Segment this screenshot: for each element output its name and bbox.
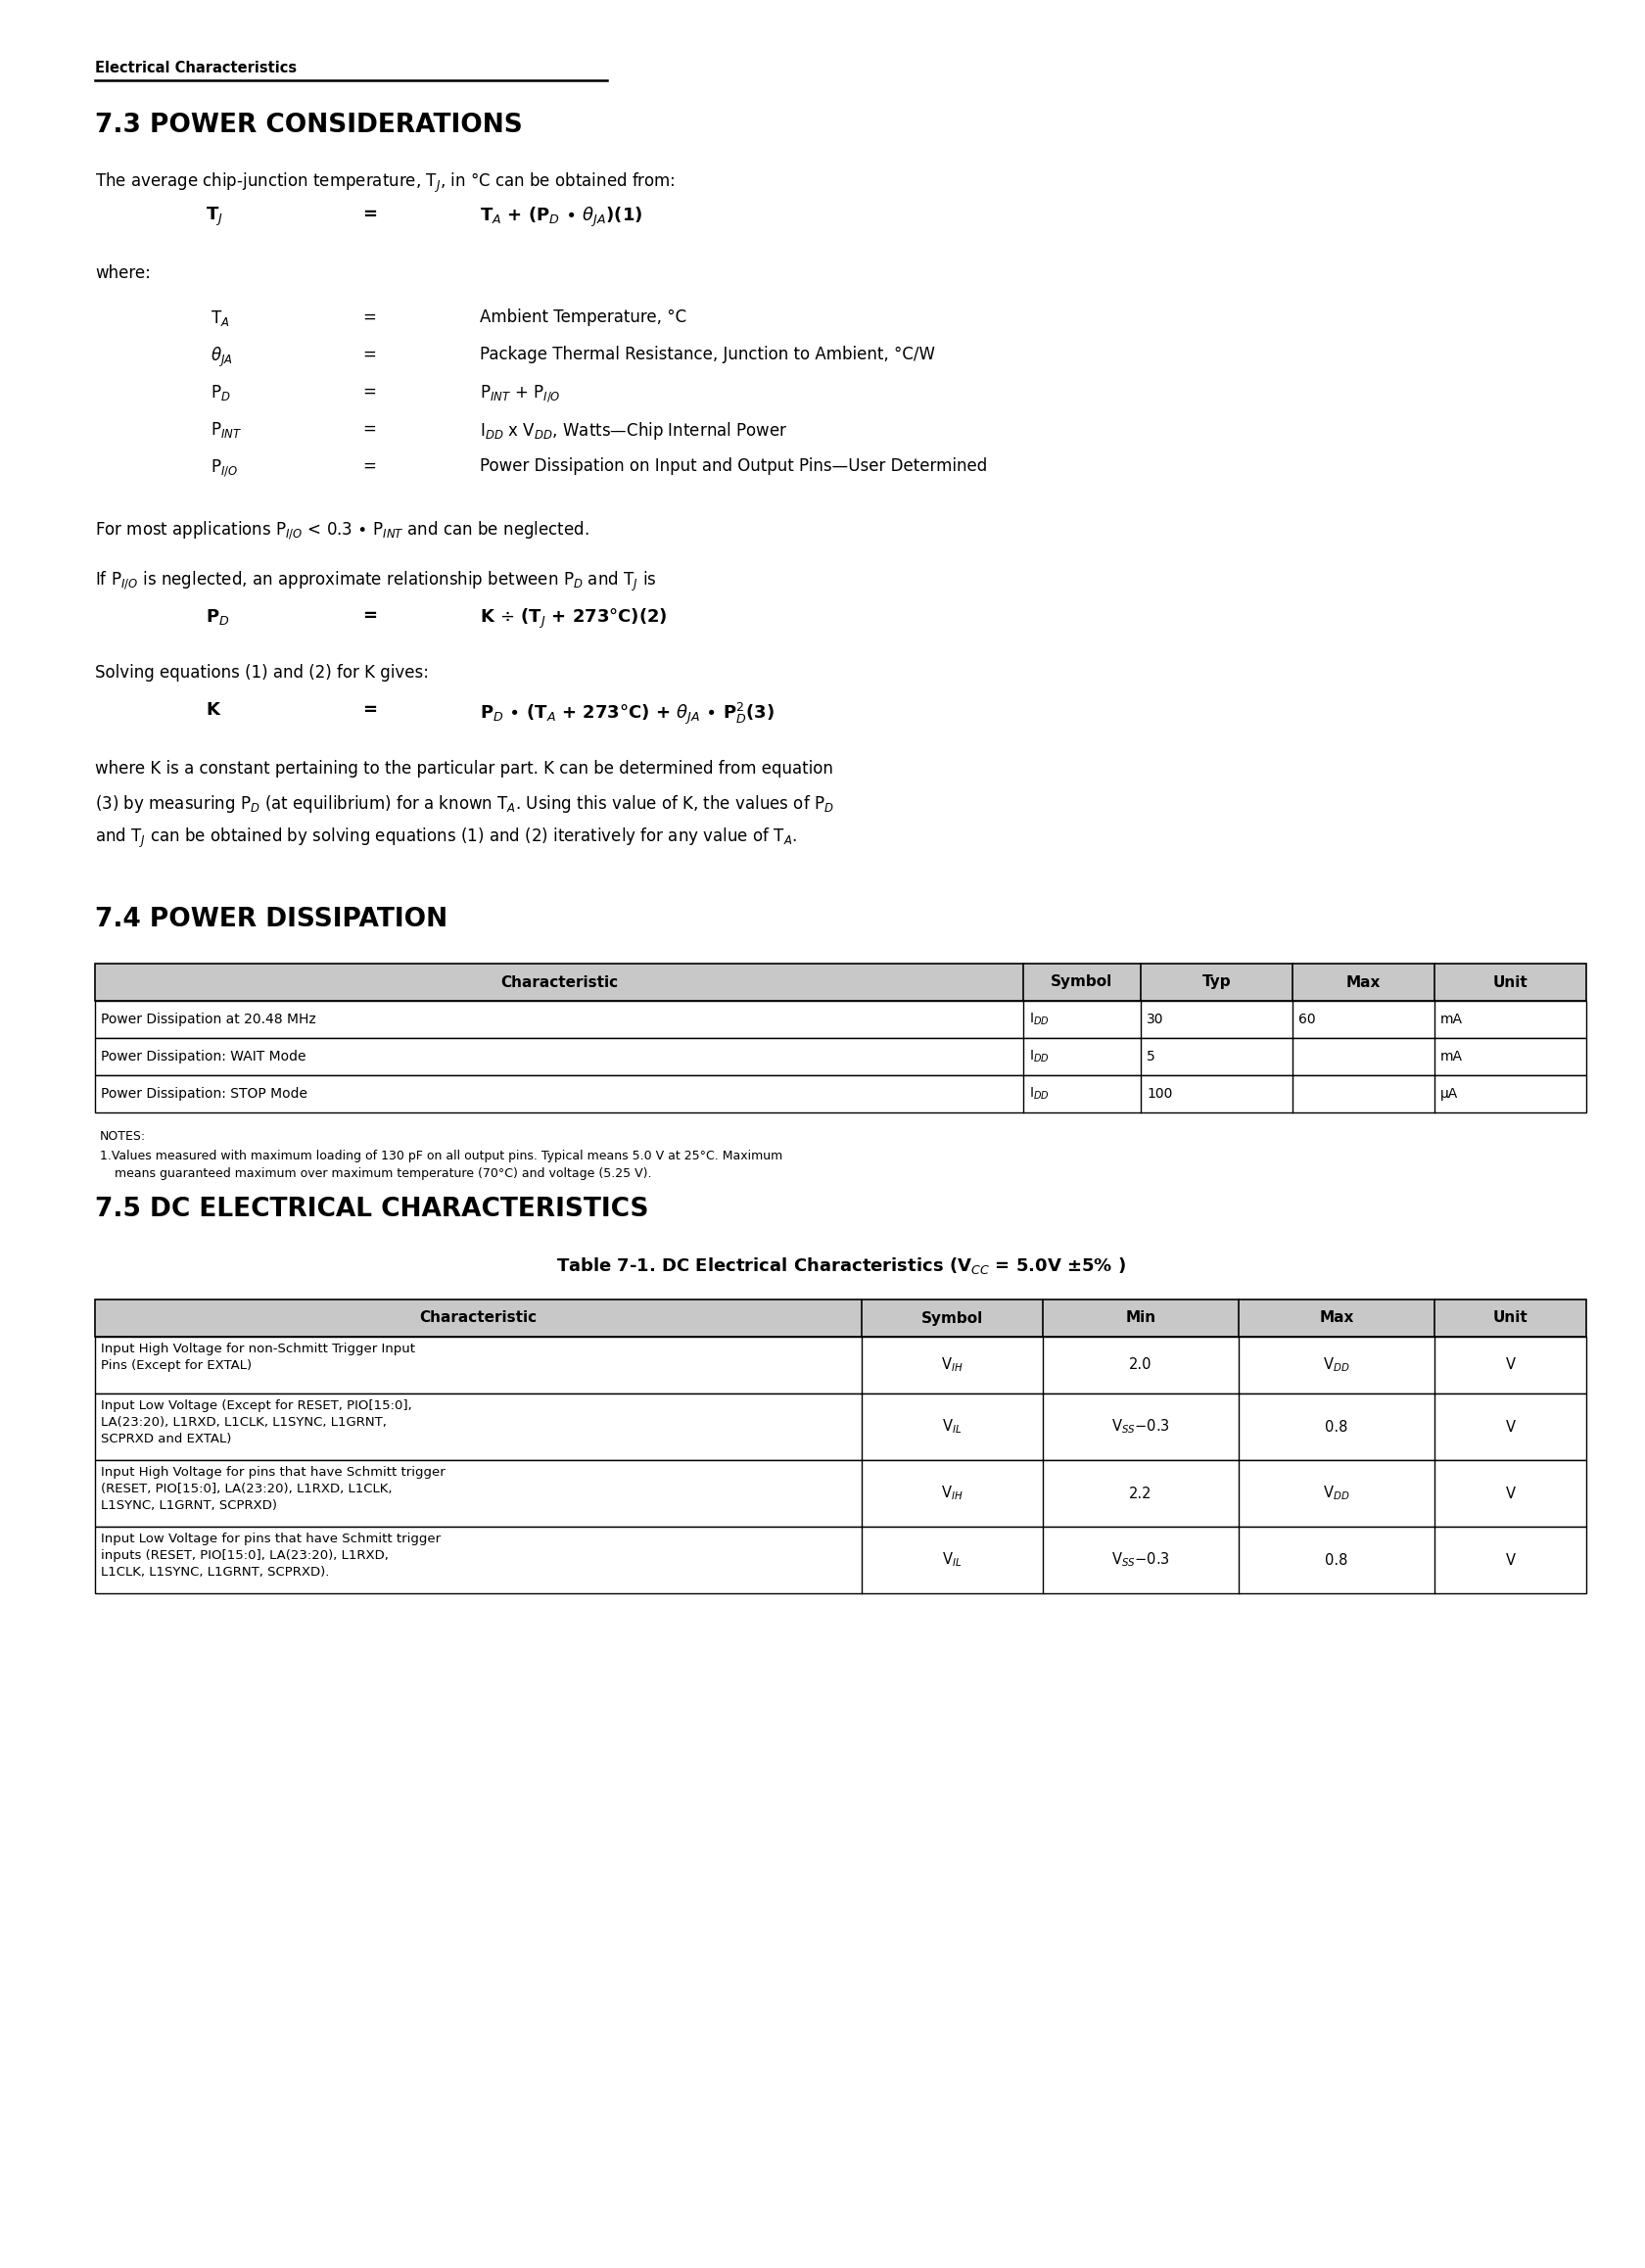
Text: Package Thermal Resistance, Junction to Ambient, °C/W: Package Thermal Resistance, Junction to … (480, 345, 934, 363)
Text: =: = (362, 458, 375, 474)
Bar (95, 1300, 1586, 1336)
Text: I$_{DD}$: I$_{DD}$ (1030, 1012, 1050, 1027)
Text: Unit: Unit (1494, 975, 1528, 989)
Bar (95, 1039, 1586, 1075)
Text: where K is a constant pertaining to the particular part. K can be determined fro: where K is a constant pertaining to the … (95, 760, 832, 778)
Text: 7.4 POWER DISSIPATION: 7.4 POWER DISSIPATION (95, 907, 447, 932)
Text: Min: Min (1125, 1311, 1156, 1325)
Text: =: = (362, 420, 375, 438)
Text: V: V (1505, 1420, 1515, 1433)
Text: V: V (1505, 1554, 1515, 1567)
Text: 7.5 DC ELECTRICAL CHARACTERISTICS: 7.5 DC ELECTRICAL CHARACTERISTICS (95, 1198, 648, 1222)
Text: Power Dissipation: STOP Mode: Power Dissipation: STOP Mode (100, 1086, 308, 1100)
Text: K $\div$ (T$_J$ + 273°C)(2): K $\div$ (T$_J$ + 273°C)(2) (480, 608, 668, 631)
Text: I$_{DD}$: I$_{DD}$ (1030, 1086, 1050, 1102)
Text: V$_{IH}$: V$_{IH}$ (941, 1483, 964, 1504)
Text: Symbol: Symbol (1051, 975, 1114, 989)
Bar (95, 1461, 1586, 1526)
Text: T$_A$ + (P$_D$ $\bullet$ $\theta_{JA}$)(1): T$_A$ + (P$_D$ $\bullet$ $\theta_{JA}$)(… (480, 206, 643, 229)
Text: V$_{SS}$−0.3: V$_{SS}$−0.3 (1112, 1418, 1170, 1436)
Text: V: V (1505, 1359, 1515, 1372)
Text: Power Dissipation on Input and Output Pins—User Determined: Power Dissipation on Input and Output Pi… (480, 458, 987, 474)
Text: =: = (362, 345, 375, 363)
Text: 0.8: 0.8 (1326, 1420, 1347, 1433)
Text: Max: Max (1319, 1311, 1354, 1325)
Text: P$_{I/O}$: P$_{I/O}$ (211, 458, 239, 479)
Text: P$_D$: P$_D$ (206, 608, 230, 626)
Text: P$_D$: P$_D$ (211, 383, 230, 401)
Text: 2.0: 2.0 (1128, 1359, 1151, 1372)
Text: V$_{IL}$: V$_{IL}$ (943, 1418, 962, 1436)
Text: P$_{INT}$ + P$_{I/O}$: P$_{INT}$ + P$_{I/O}$ (480, 383, 561, 404)
Text: and T$_J$ can be obtained by solving equations (1) and (2) iteratively for any v: and T$_J$ can be obtained by solving equ… (95, 826, 798, 850)
Text: Max: Max (1346, 975, 1380, 989)
Text: NOTES:: NOTES: (100, 1129, 146, 1143)
Text: =: = (362, 206, 377, 222)
Text: V$_{DD}$: V$_{DD}$ (1323, 1483, 1351, 1504)
Text: Characteristic: Characteristic (500, 975, 619, 989)
Text: Input High Voltage for pins that have Schmitt trigger
(RESET, PIO[15:0], LA(23:2: Input High Voltage for pins that have Sc… (100, 1465, 446, 1513)
Text: 60: 60 (1298, 1012, 1316, 1027)
Text: 30: 30 (1147, 1012, 1163, 1027)
Text: I$_{DD}$: I$_{DD}$ (1030, 1048, 1050, 1064)
Text: For most applications P$_{I/O}$ < 0.3 $\bullet$ P$_{INT}$ and can be neglected.: For most applications P$_{I/O}$ < 0.3 $\… (95, 519, 589, 542)
Text: 7.3 POWER CONSIDERATIONS: 7.3 POWER CONSIDERATIONS (95, 113, 523, 138)
Text: Power Dissipation at 20.48 MHz: Power Dissipation at 20.48 MHz (100, 1012, 316, 1027)
Text: means guaranteed maximum over maximum temperature (70°C) and voltage (5.25 V).: means guaranteed maximum over maximum te… (115, 1168, 651, 1179)
Text: 100: 100 (1147, 1086, 1173, 1100)
Text: Input High Voltage for non-Schmitt Trigger Input
Pins (Except for EXTAL): Input High Voltage for non-Schmitt Trigg… (100, 1343, 415, 1372)
Text: 5: 5 (1147, 1050, 1155, 1064)
Text: Power Dissipation: WAIT Mode: Power Dissipation: WAIT Mode (100, 1050, 306, 1064)
Text: V$_{IL}$: V$_{IL}$ (943, 1551, 962, 1569)
Text: Input Low Voltage for pins that have Schmitt trigger
inputs (RESET, PIO[15:0], L: Input Low Voltage for pins that have Sch… (100, 1533, 441, 1579)
Bar (95, 1000, 1586, 1039)
Text: V$_{IH}$: V$_{IH}$ (941, 1356, 964, 1374)
Text: Solving equations (1) and (2) for K gives:: Solving equations (1) and (2) for K give… (95, 665, 429, 683)
Text: mA: mA (1441, 1050, 1462, 1064)
Text: =: = (362, 701, 377, 719)
Text: where:: where: (95, 265, 151, 281)
Text: Characteristic: Characteristic (419, 1311, 538, 1325)
Text: Unit: Unit (1494, 1311, 1528, 1325)
Text: V$_{DD}$: V$_{DD}$ (1323, 1356, 1351, 1374)
Text: The average chip-junction temperature, T$_J$, in °C can be obtained from:: The average chip-junction temperature, T… (95, 172, 676, 195)
Text: μA: μA (1441, 1086, 1457, 1100)
Text: If P$_{I/O}$ is neglected, an approximate relationship between P$_D$ and T$_J$ i: If P$_{I/O}$ is neglected, an approximat… (95, 569, 656, 594)
Text: T$_A$: T$_A$ (211, 308, 230, 329)
Text: Input Low Voltage (Except for RESET, PIO[15:0],
LA(23:20), L1RXD, L1CLK, L1SYNC,: Input Low Voltage (Except for RESET, PIO… (100, 1399, 411, 1445)
Text: P$_D$ $\bullet$ (T$_A$ + 273°C) + $\theta_{JA}$ $\bullet$ P$_D^2$(3): P$_D$ $\bullet$ (T$_A$ + 273°C) + $\thet… (480, 701, 775, 728)
Text: mA: mA (1441, 1012, 1462, 1027)
Text: =: = (362, 308, 375, 327)
Text: Electrical Characteristics: Electrical Characteristics (95, 61, 296, 75)
Text: V$_{SS}$−0.3: V$_{SS}$−0.3 (1112, 1551, 1170, 1569)
Text: P$_{INT}$: P$_{INT}$ (211, 420, 242, 440)
Text: 0.8: 0.8 (1326, 1554, 1347, 1567)
Text: =: = (362, 383, 375, 401)
Bar (95, 1075, 1586, 1114)
Text: T$_J$: T$_J$ (206, 206, 224, 229)
Bar (95, 1393, 1586, 1461)
Text: =: = (362, 608, 377, 624)
Text: Typ: Typ (1202, 975, 1230, 989)
Text: K: K (206, 701, 219, 719)
Text: (3) by measuring P$_D$ (at equilibrium) for a known T$_A$. Using this value of K: (3) by measuring P$_D$ (at equilibrium) … (95, 794, 834, 814)
Bar (95, 1526, 1586, 1594)
Text: 1.Values measured with maximum loading of 130 pF on all output pins. Typical mea: 1.Values measured with maximum loading o… (100, 1150, 783, 1163)
Bar (95, 964, 1586, 1000)
Text: Table 7-1. DC Electrical Characteristics (V$_{CC}$ = 5.0V ±5% ): Table 7-1. DC Electrical Characteristics… (556, 1256, 1125, 1277)
Text: Ambient Temperature, °C: Ambient Temperature, °C (480, 308, 686, 327)
Text: V: V (1505, 1486, 1515, 1501)
Text: $\theta_{JA}$: $\theta_{JA}$ (211, 345, 234, 370)
Text: I$_{DD}$ x V$_{DD}$, Watts—Chip Internal Power: I$_{DD}$ x V$_{DD}$, Watts—Chip Internal… (480, 420, 788, 442)
Text: Symbol: Symbol (921, 1311, 984, 1325)
Bar (95, 1336, 1586, 1393)
Text: 2.2: 2.2 (1128, 1486, 1151, 1501)
